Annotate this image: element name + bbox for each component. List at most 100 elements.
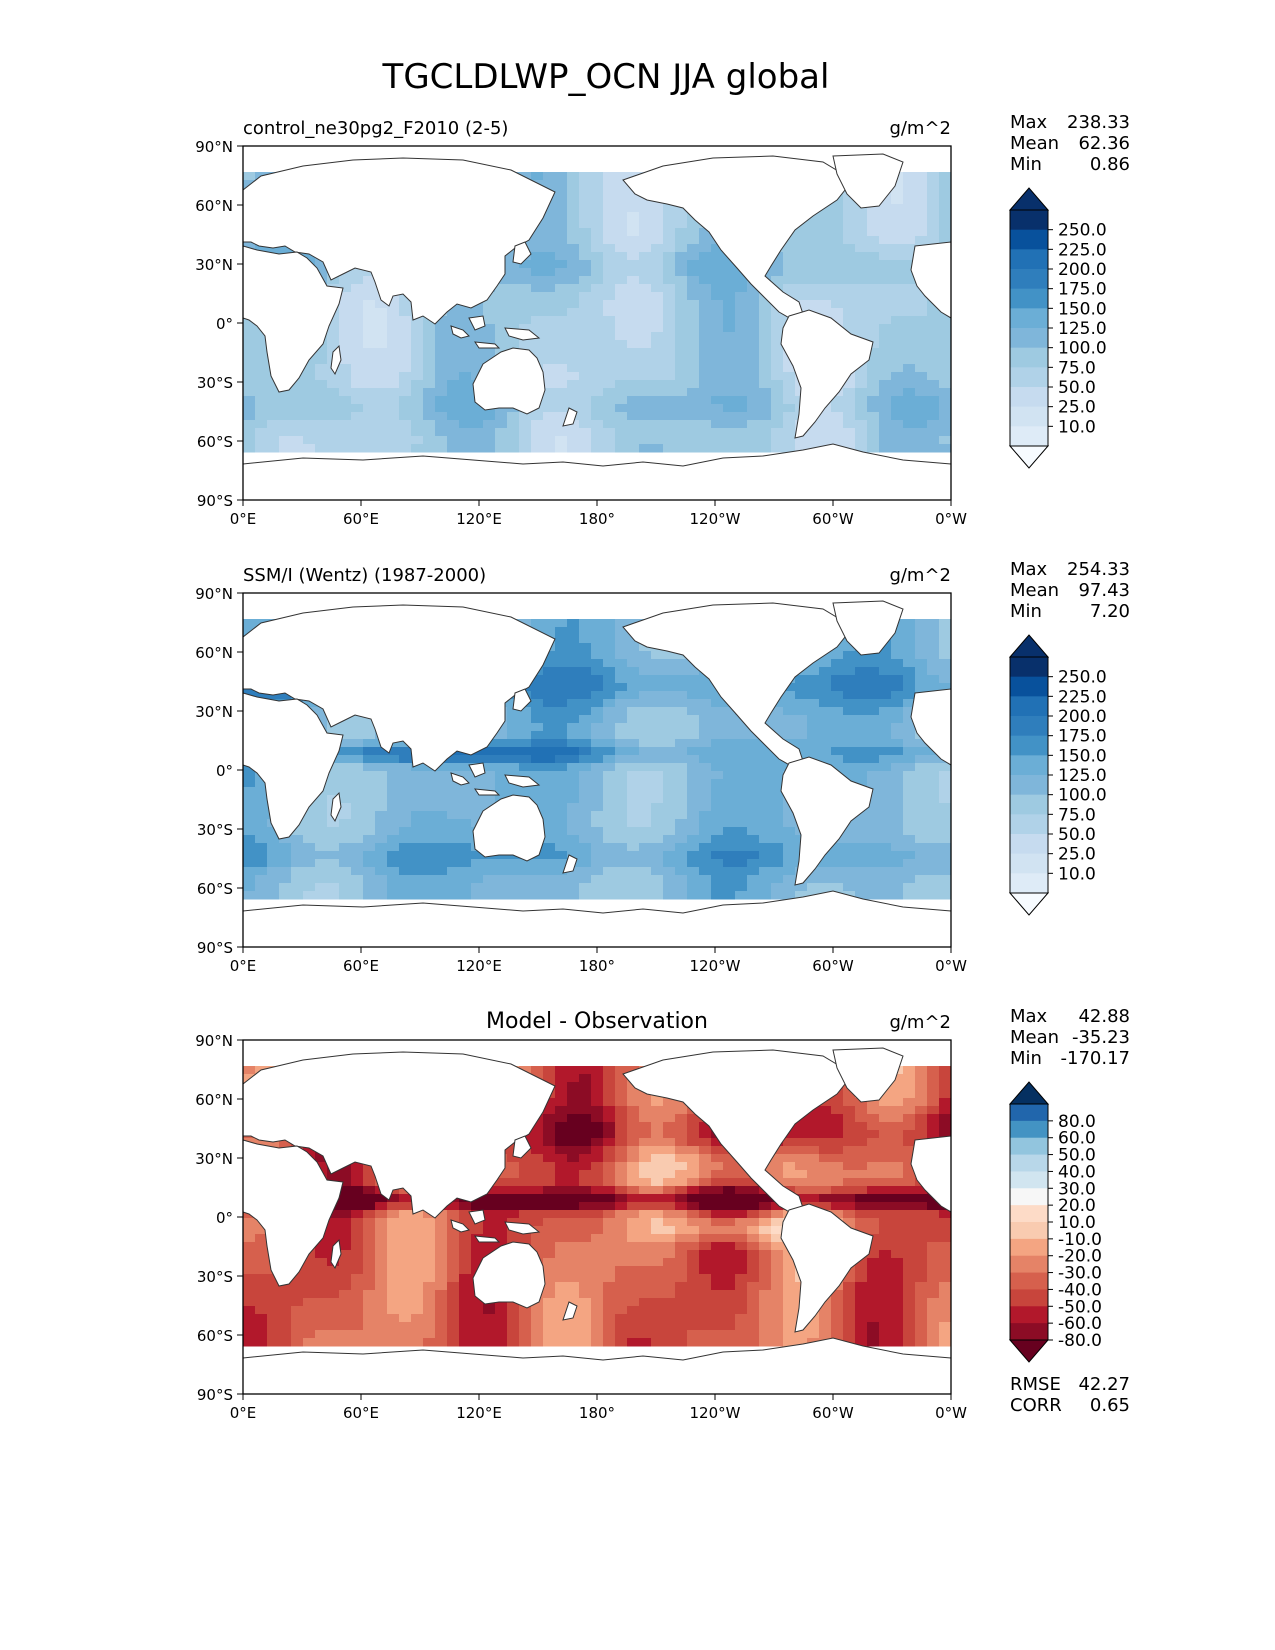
lon-tick-label: 60°E <box>343 957 379 975</box>
map-area <box>243 600 951 947</box>
colorbar-label: 25.0 <box>1058 398 1096 418</box>
colorbar-label: 225.0 <box>1058 687 1107 707</box>
colorbar-label: 150.0 <box>1058 299 1107 319</box>
lat-tick-label: 30°N <box>195 256 233 274</box>
panel-left-title: control_ne30pg2_F2010 (2-5) <box>243 118 508 139</box>
lat-tick-label: 60°N <box>195 197 233 215</box>
colorbar-label: 10.0 <box>1058 417 1096 437</box>
colorbar-label: 200.0 <box>1058 707 1107 727</box>
lon-tick-label: 60°W <box>812 1404 854 1422</box>
colorbar-bottom-arrow <box>1008 445 1050 469</box>
lon-tick-label: 0°W <box>935 957 967 975</box>
lon-tick-label: 180° <box>579 1404 615 1422</box>
colorbar-bin <box>1010 1306 1048 1324</box>
colorbar-bin <box>1010 1120 1048 1139</box>
stat-value: 238.33 <box>1067 112 1130 133</box>
colorbar-label: 30.0 <box>1058 1179 1096 1199</box>
stat-value: 7.20 <box>1090 601 1130 622</box>
lat-tick-label: 60°N <box>195 1091 233 1109</box>
colorbar-label: -60.0 <box>1058 1314 1102 1334</box>
colorbar-bin <box>1010 735 1048 756</box>
colorbar-bin <box>1010 755 1048 776</box>
stat-value: -170.17 <box>1061 1048 1130 1069</box>
colorbar-bin <box>1010 775 1048 796</box>
lat-tick-label: 60°S <box>197 880 233 898</box>
panel-model: control_ne30pg2_F2010 (2-5) g/m^2 90°N 60°N… <box>195 112 1130 528</box>
stat-label: Min <box>1010 1048 1042 1069</box>
panel-diff: Model - Observation g/m^2 90°N 60°N 30°N 0° 30… <box>195 1006 1130 1422</box>
colorbar-bin <box>1010 657 1048 678</box>
stat-value: 97.43 <box>1078 580 1130 601</box>
colorbar: 250.0225.0200.0175.0150.0125.0100.075.05… <box>1008 634 1107 916</box>
colorbar-label: 75.0 <box>1058 805 1096 825</box>
colorbar-bin <box>1010 269 1048 290</box>
colorbar-bin <box>1010 249 1048 270</box>
lat-tick-label: 0° <box>216 762 233 780</box>
lat-tick-label: 30°S <box>197 374 233 392</box>
colorbar-label: 50.0 <box>1058 825 1096 845</box>
colorbar-bin <box>1010 1137 1048 1156</box>
stat-value: 62.36 <box>1078 133 1130 154</box>
extra-stat-value: 42.27 <box>1078 1374 1130 1395</box>
colorbar-bin <box>1010 426 1048 447</box>
colorbar-bin <box>1010 328 1048 349</box>
colorbar-bottom-arrow <box>1008 1339 1050 1363</box>
stat-label: Min <box>1010 601 1042 622</box>
colorbar-label: 10.0 <box>1058 864 1096 884</box>
colorbar-label: 175.0 <box>1058 280 1107 300</box>
lon-tick-label: 0°E <box>230 510 257 528</box>
colorbar-label: 80.0 <box>1058 1112 1096 1132</box>
colorbar-bin <box>1010 834 1048 855</box>
lat-tick-label: 90°N <box>195 138 233 156</box>
colorbar-bin <box>1010 676 1048 697</box>
colorbar-label: 75.0 <box>1058 358 1096 378</box>
lon-tick-label: 0°E <box>230 1404 257 1422</box>
extra-stat-value: 0.65 <box>1090 1395 1130 1416</box>
figure-title: TGCLDLWP_OCN JJA global <box>382 57 830 97</box>
lon-tick-label: 60°E <box>343 1404 379 1422</box>
colorbar-label: 200.0 <box>1058 260 1107 280</box>
colorbar-bin <box>1010 308 1048 329</box>
lon-tick-label: 60°W <box>812 957 854 975</box>
map-area <box>243 1047 951 1394</box>
lat-tick-label: 60°S <box>197 433 233 451</box>
lon-tick-label: 60°E <box>343 510 379 528</box>
colorbar-bin <box>1010 1238 1048 1257</box>
colorbar-bin <box>1010 367 1048 388</box>
panel-units: g/m^2 <box>889 1012 951 1033</box>
colorbar-label: 250.0 <box>1058 668 1107 688</box>
stat-label: Max <box>1010 559 1048 580</box>
colorbar-label: -20.0 <box>1058 1247 1102 1267</box>
panel-obs: SSM/I (Wentz) (1987-2000) g/m^2 90°N 60°N 30… <box>195 559 1130 975</box>
colorbar-bin <box>1010 1272 1048 1290</box>
panel-units: g/m^2 <box>889 118 951 139</box>
colorbar-bin <box>1010 387 1048 408</box>
colorbar-bin <box>1010 406 1048 427</box>
colorbar-label: 225.0 <box>1058 240 1107 260</box>
colorbar-bin <box>1010 1289 1048 1307</box>
colorbar-label: 125.0 <box>1058 766 1107 786</box>
colorbar-bin <box>1010 696 1048 717</box>
extra-stat-label: RMSE <box>1010 1374 1061 1395</box>
colorbar-label: 60.0 <box>1058 1129 1096 1149</box>
colorbar-label: 175.0 <box>1058 727 1107 747</box>
colorbar-bin <box>1010 1205 1048 1223</box>
colorbar-label: 250.0 <box>1058 221 1107 241</box>
stat-label: Mean <box>1010 1027 1059 1048</box>
lon-tick-label: 180° <box>579 957 615 975</box>
stat-value: 42.88 <box>1078 1006 1130 1027</box>
stat-label: Max <box>1010 1006 1048 1027</box>
panel-center-title: Model - Observation <box>486 1009 708 1034</box>
stat-value: 254.33 <box>1067 559 1130 580</box>
colorbar-label: -50.0 <box>1058 1297 1102 1317</box>
stat-label: Mean <box>1010 133 1059 154</box>
stat-label: Max <box>1010 112 1048 133</box>
colorbar-top-arrow <box>1008 187 1050 211</box>
lat-tick-label: 60°S <box>197 1327 233 1345</box>
colorbar-bin <box>1010 853 1048 874</box>
stat-label: Mean <box>1010 580 1059 601</box>
colorbar-label: -80.0 <box>1058 1331 1102 1351</box>
colorbar-label: -10.0 <box>1058 1230 1102 1250</box>
lat-tick-label: 90°S <box>197 492 233 510</box>
